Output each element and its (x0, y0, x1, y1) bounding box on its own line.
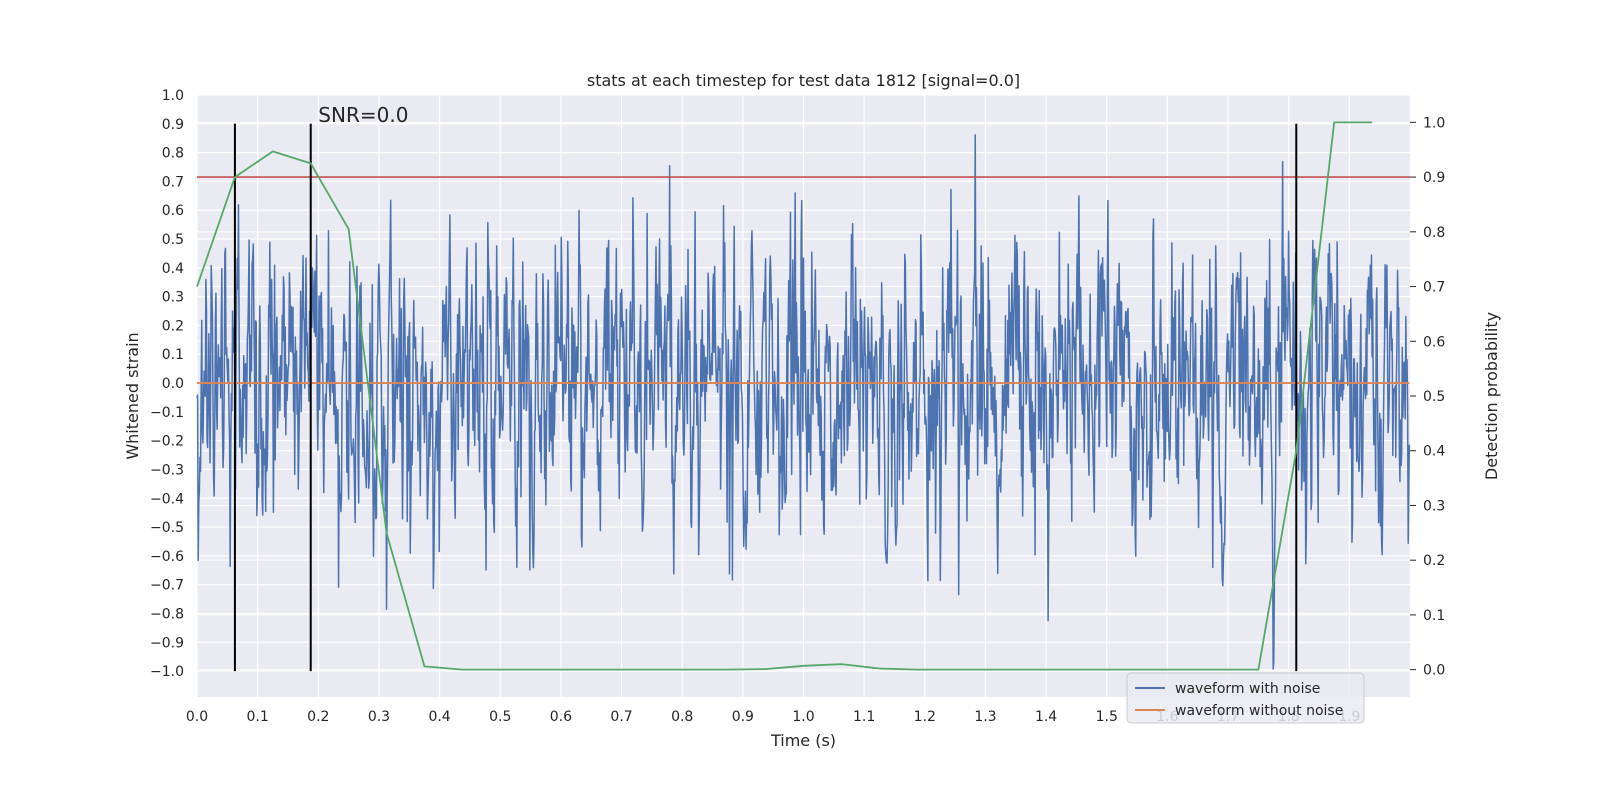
x-tick-label: 0.3 (368, 709, 390, 725)
x-tick-label: 1.1 (853, 709, 875, 725)
data-layer (196, 121, 1411, 672)
y2-tick-label: 0.4 (1423, 444, 1445, 460)
y2-tick-label: 0.8 (1423, 225, 1445, 241)
legend-label-noise: waveform with noise (1175, 681, 1320, 697)
series-waveform-with-noise (196, 134, 1411, 670)
grid-lines (196, 94, 1410, 697)
y-axis-label: Whitened strain (123, 332, 142, 459)
y-tick-label: 0.9 (162, 117, 184, 133)
x-tick-label: 1.0 (792, 709, 814, 725)
y-tick-label: −0.7 (150, 578, 184, 594)
y-tick-label: 1.0 (162, 88, 184, 104)
chart-title: stats at each timestep for test data 181… (587, 71, 1020, 90)
x-tick-label: 0.6 (550, 709, 572, 725)
y-tick-label: 0.2 (162, 318, 184, 334)
y-tick-label: 0.8 (162, 146, 184, 162)
x-tick-label: 1.2 (914, 709, 936, 725)
snr-annotation: SNR=0.0 (318, 103, 408, 127)
legend: waveform with noise waveform without noi… (1126, 672, 1365, 724)
y-tick-label: −0.4 (150, 491, 184, 507)
y-tick-label: 0.0 (162, 376, 184, 392)
y-tick-label: −0.8 (150, 606, 184, 622)
x-tick-label: 1.3 (974, 709, 996, 725)
y2-axis-label: Detection probability (1482, 312, 1501, 480)
y-tick-label: −0.2 (150, 434, 184, 450)
y-tick-label: −0.3 (150, 462, 184, 478)
y-tick-label: −0.5 (150, 520, 184, 536)
y2-tick-label: 0.7 (1423, 280, 1445, 296)
y-tick-label: 0.5 (162, 232, 184, 248)
y2-tick-label: 0.3 (1423, 498, 1445, 514)
x-tick-label: 0.2 (307, 709, 329, 725)
y-tick-label: 0.6 (162, 203, 184, 219)
x-tick-label: 0.7 (610, 709, 632, 725)
x-tick-label: 0.1 (247, 709, 269, 725)
y2-tick-label: 0.2 (1423, 553, 1445, 569)
y-tick-label: −1.0 (150, 664, 184, 680)
y-tick-label: −0.1 (150, 405, 184, 421)
x-tick-label: 0.5 (489, 709, 511, 725)
y2-tick-label: 0.1 (1423, 608, 1445, 624)
y-tick-label: 0.4 (162, 261, 184, 277)
y2-tick-label: 0.6 (1423, 334, 1445, 350)
y-tick-label: −0.6 (150, 549, 184, 565)
y-tick-label: 0.7 (162, 174, 184, 190)
x-tick-label: 0.0 (186, 709, 208, 725)
x-tick-label: 1.5 (1096, 709, 1118, 725)
x-tick-label: 0.9 (732, 709, 754, 725)
y-tick-label: 0.3 (162, 290, 184, 306)
x-tick-label: 1.4 (1035, 709, 1057, 725)
x-tick-label: 0.4 (428, 709, 450, 725)
y2-tick-label: 0.0 (1423, 663, 1445, 679)
tick-labels: 0.0 0.1 0.2 0.3 0.4 0.5 0.6 0.7 0.8 0.9 1.0 1.1 1.2 1… (150, 88, 1445, 725)
legend-box (1126, 672, 1365, 724)
y-tick-label: −0.9 (150, 635, 184, 651)
legend-label-clean: waveform without noise (1175, 703, 1343, 719)
series-detection-probability (196, 121, 1373, 671)
y2-tick-label: 0.5 (1423, 389, 1445, 405)
y-tick-label: 0.1 (162, 347, 184, 363)
x-tick-label: 0.8 (671, 709, 693, 725)
y2-tick-label: 1.0 (1423, 115, 1445, 131)
x-axis-label: Time (s) (770, 731, 836, 750)
y2-tick-label: 0.9 (1423, 170, 1445, 186)
